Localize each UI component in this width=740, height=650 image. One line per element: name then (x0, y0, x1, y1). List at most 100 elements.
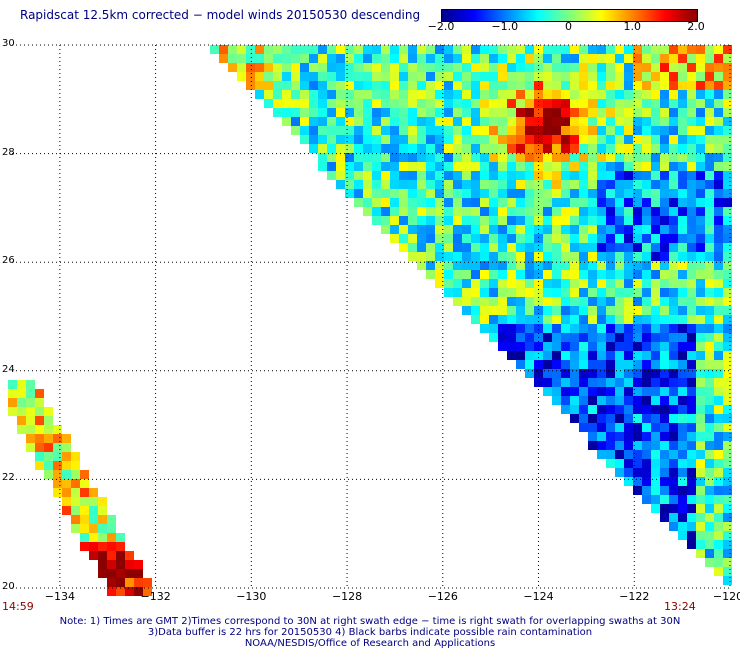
wind-cell (17, 416, 26, 425)
wind-cell (696, 360, 705, 369)
wind-cell (615, 378, 624, 387)
wind-cell (525, 180, 534, 189)
wind-cell (516, 144, 525, 153)
wind-cell (327, 135, 336, 144)
wind-cell (381, 90, 390, 99)
wind-cell (678, 252, 687, 261)
wind-cell (705, 126, 714, 135)
wind-cell (633, 252, 642, 261)
wind-cell (318, 153, 327, 162)
wind-cell (516, 162, 525, 171)
wind-cell (516, 81, 525, 90)
wind-cell (453, 54, 462, 63)
wind-cell (624, 45, 633, 54)
wind-cell (444, 261, 453, 270)
wind-cell (669, 414, 678, 423)
wind-cell (669, 45, 678, 54)
wind-cell (651, 495, 660, 504)
wind-cell (597, 225, 606, 234)
wind-cell (696, 540, 705, 549)
wind-cell (453, 63, 462, 72)
wind-cell (408, 207, 417, 216)
wind-cell (462, 306, 471, 315)
wind-cell (678, 450, 687, 459)
wind-cell (480, 126, 489, 135)
wind-cell (615, 180, 624, 189)
wind-cell (696, 486, 705, 495)
wind-cell (687, 153, 696, 162)
wind-cell (696, 495, 705, 504)
wind-cell (669, 207, 678, 216)
wind-cell (417, 261, 426, 270)
wind-cell (543, 279, 552, 288)
wind-cell (606, 162, 615, 171)
wind-cell (687, 234, 696, 243)
wind-cell (8, 407, 17, 416)
wind-cell (705, 180, 714, 189)
wind-cell (660, 234, 669, 243)
wind-cell (714, 558, 723, 567)
wind-cell (588, 423, 597, 432)
left-time-label: 14:59 (2, 600, 34, 613)
wind-cell (687, 486, 696, 495)
wind-cell (462, 216, 471, 225)
wind-cell (336, 126, 345, 135)
wind-cell (642, 324, 651, 333)
wind-cell (516, 99, 525, 108)
wind-cell (534, 126, 543, 135)
colorbar-tick-label: −1.0 (491, 20, 519, 33)
wind-cell (489, 90, 498, 99)
wind-cell (669, 468, 678, 477)
wind-cell (354, 90, 363, 99)
wind-cell (372, 63, 381, 72)
wind-cell (417, 252, 426, 261)
wind-cell (633, 108, 642, 117)
wind-cell (705, 468, 714, 477)
wind-cell (17, 425, 26, 434)
wind-cell (678, 387, 687, 396)
wind-cell (444, 225, 453, 234)
wind-cell (390, 108, 399, 117)
wind-cell (633, 450, 642, 459)
wind-cell (705, 414, 714, 423)
wind-cell (669, 342, 678, 351)
wind-cell (507, 117, 516, 126)
wind-cell (534, 90, 543, 99)
wind-cell (543, 216, 552, 225)
wind-cell (597, 234, 606, 243)
wind-cell (687, 495, 696, 504)
wind-cell (381, 189, 390, 198)
wind-cell (678, 207, 687, 216)
wind-cell (696, 450, 705, 459)
wind-cell (417, 126, 426, 135)
wind-cell (669, 396, 678, 405)
wind-cell (309, 144, 318, 153)
wind-cell (687, 378, 696, 387)
wind-cell (642, 189, 651, 198)
wind-cell (678, 72, 687, 81)
wind-cell (534, 315, 543, 324)
wind-cell (723, 576, 732, 585)
wind-cell (561, 90, 570, 99)
wind-cell (489, 270, 498, 279)
wind-cell (282, 45, 291, 54)
wind-cell (444, 153, 453, 162)
wind-cell (498, 54, 507, 63)
wind-cell (696, 117, 705, 126)
wind-cell (282, 54, 291, 63)
wind-cell (390, 72, 399, 81)
wind-cell (489, 72, 498, 81)
wind-cell (471, 315, 480, 324)
wind-cell (597, 315, 606, 324)
wind-cell (89, 506, 98, 515)
wind-cell (597, 72, 606, 81)
wind-cell (107, 515, 116, 524)
wind-cell (507, 45, 516, 54)
wind-cell (696, 324, 705, 333)
wind-cell (597, 432, 606, 441)
wind-cell (381, 54, 390, 63)
wind-cell (255, 81, 264, 90)
wind-cell (660, 81, 669, 90)
wind-cell (714, 351, 723, 360)
wind-cell (597, 342, 606, 351)
